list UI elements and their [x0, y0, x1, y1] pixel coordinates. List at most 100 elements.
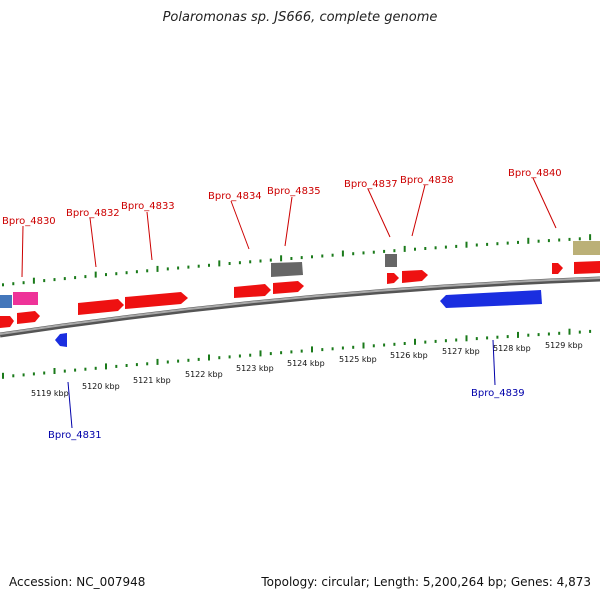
- gene-label-bpro-4834[interactable]: Bpro_4834: [208, 191, 262, 202]
- gene-red[interactable]: [273, 281, 304, 294]
- minor-tick: [568, 237, 571, 241]
- minor-tick: [331, 347, 334, 351]
- minor-tick: [331, 253, 334, 257]
- minor-tick: [547, 332, 550, 336]
- major-tick: [32, 277, 35, 284]
- major-tick: [341, 250, 344, 257]
- gene-red[interactable]: [402, 270, 428, 283]
- minor-tick: [22, 281, 25, 285]
- minor-tick: [105, 273, 107, 277]
- minor-tick: [63, 277, 66, 281]
- minor-tick: [228, 262, 231, 265]
- minor-tick: [414, 247, 416, 251]
- gene-red[interactable]: [387, 273, 399, 284]
- minor-tick: [393, 342, 396, 346]
- gene-red[interactable]: [234, 284, 271, 298]
- major-tick: [105, 363, 107, 370]
- gene-red[interactable]: [574, 261, 600, 274]
- minor-tick: [486, 242, 489, 246]
- gene-red[interactable]: [552, 263, 563, 274]
- minor-tick: [177, 359, 180, 363]
- minor-tick: [547, 239, 550, 243]
- minor-tick: [84, 275, 87, 279]
- kbp-tick-label: 5122 kbp: [185, 370, 223, 379]
- minor-tick: [218, 356, 221, 360]
- minor-tick: [496, 242, 499, 246]
- gene-red[interactable]: [17, 311, 40, 324]
- minor-tick: [94, 366, 97, 370]
- gene-label-bpro-4838[interactable]: Bpro_4838: [400, 175, 454, 186]
- gene-label-bpro-4833[interactable]: Bpro_4833: [121, 201, 175, 212]
- gene-red[interactable]: [125, 292, 188, 309]
- minor-tick: [228, 355, 231, 359]
- gene-gray[interactable]: [271, 262, 303, 277]
- gene-label-bpro-4839[interactable]: Bpro_4839: [471, 388, 525, 399]
- kbp-tick-label: 5129 kbp: [545, 341, 583, 350]
- minor-tick: [146, 269, 149, 273]
- gene-red[interactable]: [0, 316, 14, 328]
- minor-tick: [135, 270, 138, 274]
- major-tick: [53, 368, 56, 374]
- gene-blue[interactable]: [55, 333, 67, 347]
- kbp-tick-label: 5126 kbp: [390, 351, 428, 360]
- minor-tick: [311, 255, 313, 259]
- major-tick: [589, 234, 592, 241]
- minor-tick: [135, 363, 138, 367]
- major-tick: [280, 255, 283, 262]
- minor-tick: [558, 331, 561, 335]
- gene-blue[interactable]: [440, 290, 542, 308]
- minor-tick: [475, 337, 478, 341]
- major-tick: [311, 346, 313, 353]
- gene-tan[interactable]: [573, 241, 600, 255]
- minor-tick: [341, 346, 344, 350]
- kbp-tick-label: 5123 kbp: [236, 364, 274, 373]
- gene-red[interactable]: [78, 299, 124, 315]
- minor-tick: [269, 352, 272, 356]
- gene-label-bpro-4831[interactable]: Bpro_4831: [48, 430, 102, 441]
- gene-steel[interactable]: [0, 295, 12, 308]
- major-tick: [208, 354, 210, 361]
- minor-tick: [300, 256, 303, 260]
- minor-tick: [269, 258, 272, 262]
- major-tick: [403, 245, 406, 252]
- minor-tick: [280, 351, 283, 355]
- kbp-tick-label: 5124 kbp: [287, 359, 325, 368]
- minor-tick: [321, 254, 324, 258]
- minor-tick: [177, 266, 180, 270]
- minor-tick: [424, 247, 427, 250]
- minor-tick: [475, 243, 478, 247]
- minor-tick: [393, 249, 396, 253]
- major-tick: [527, 237, 530, 244]
- minor-tick: [321, 348, 324, 352]
- minor-tick: [187, 358, 190, 362]
- gene-label-bpro-4832[interactable]: Bpro_4832: [66, 208, 120, 219]
- gene-label-bpro-4837[interactable]: Bpro_4837: [344, 179, 398, 190]
- gene-label-bpro-4840[interactable]: Bpro_4840: [508, 168, 562, 179]
- minor-tick: [197, 264, 200, 268]
- map-title: Polaromonas sp. JS666, complete genome: [162, 10, 438, 25]
- gene-pink[interactable]: [13, 292, 38, 305]
- minor-tick: [352, 345, 355, 349]
- minor-tick: [496, 335, 499, 339]
- minor-tick: [537, 239, 540, 243]
- minor-tick: [249, 260, 252, 264]
- minor-tick: [12, 282, 15, 286]
- major-tick: [414, 338, 416, 345]
- minor-tick: [146, 362, 149, 366]
- major-tick: [465, 241, 468, 248]
- minor-tick: [444, 339, 447, 343]
- gene-label-bpro-4830[interactable]: Bpro_4830: [2, 216, 56, 227]
- major-tick: [156, 265, 159, 272]
- minor-tick: [32, 372, 35, 376]
- minor-tick: [434, 246, 437, 250]
- gene-gray[interactable]: [385, 254, 397, 267]
- minor-tick: [290, 257, 293, 260]
- reverse-tick-row: [2, 328, 592, 379]
- major-tick: [156, 358, 159, 365]
- minor-tick: [125, 364, 128, 367]
- kbp-tick-label: 5120 kbp: [82, 382, 120, 391]
- kbp-tick-label: 5125 kbp: [339, 355, 377, 364]
- minor-tick: [589, 329, 592, 333]
- forward-tick-row: [2, 234, 592, 287]
- gene-label-bpro-4835[interactable]: Bpro_4835: [267, 186, 321, 197]
